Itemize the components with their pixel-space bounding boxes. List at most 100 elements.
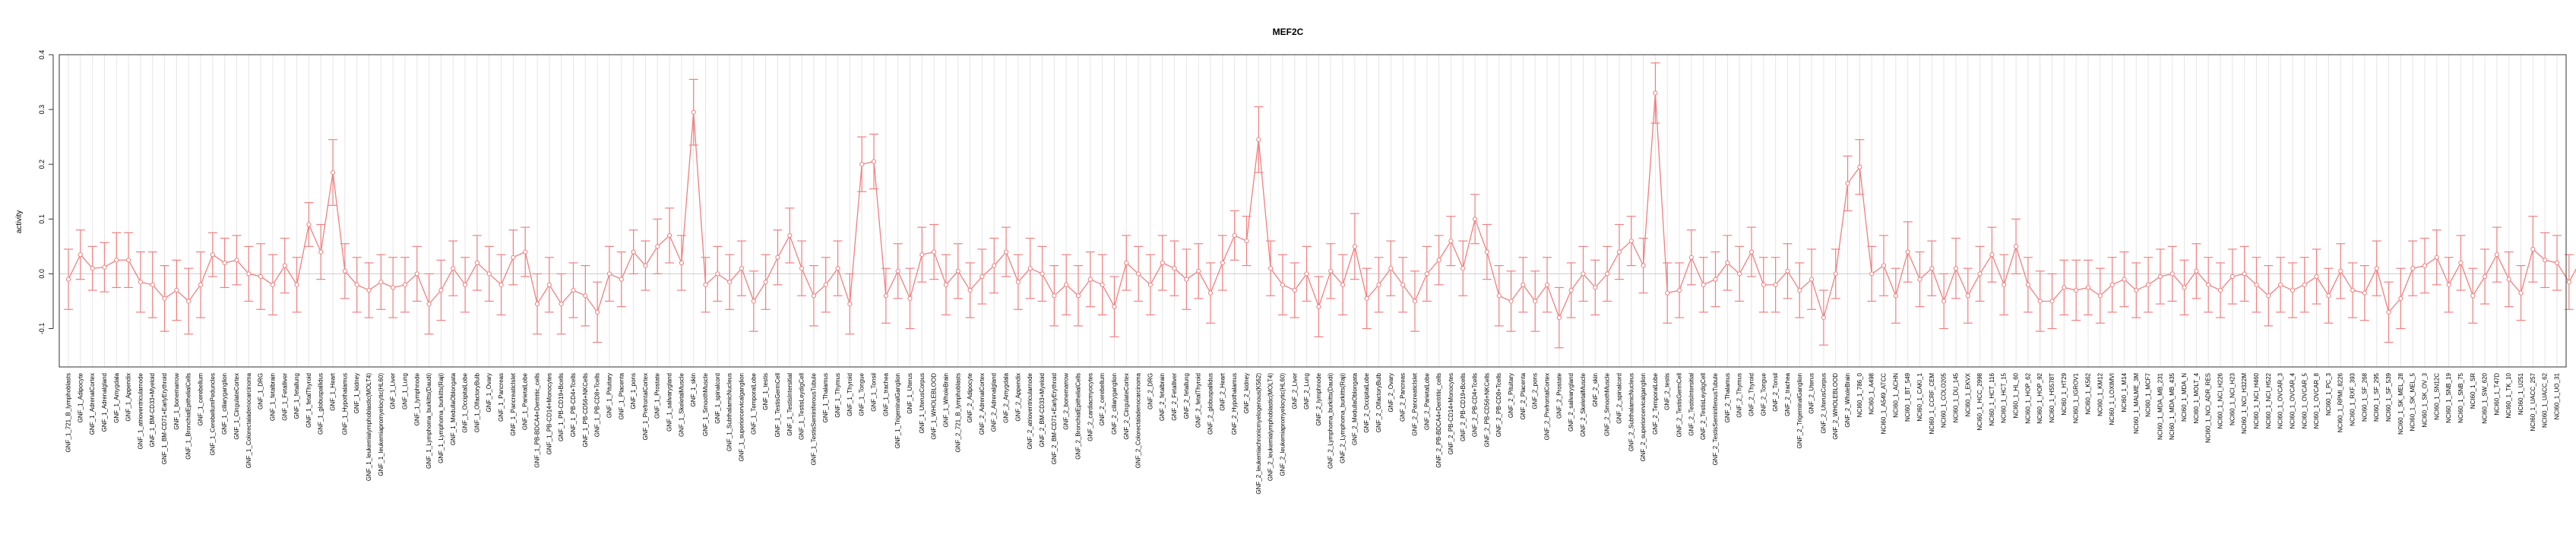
x-tick-label: GNF_2_cardiacmyocytes	[1087, 373, 1093, 441]
data-point	[162, 296, 167, 301]
x-tick-label: NCI60_1_K562	[2084, 372, 2091, 414]
data-point	[258, 274, 264, 280]
x-tick-label: GNF_2_Fetalliver	[1171, 373, 1178, 421]
data-point	[138, 280, 144, 285]
data-point	[1292, 287, 1297, 293]
x-tick-label: GNF_1_PB-BDCA4+Dentritic_cells	[534, 373, 541, 468]
data-point	[1232, 232, 1237, 239]
x-tick-label: GNF_1_superiorcervicalganglion	[738, 373, 745, 462]
data-point	[1869, 271, 1875, 277]
data-point	[571, 287, 576, 293]
data-point	[1112, 304, 1117, 309]
x-tick-label: NCI60_1_SN12C	[2433, 373, 2440, 420]
data-point	[1135, 271, 1141, 277]
data-point	[1400, 282, 1406, 287]
x-tick-label: NCI60_1_EKVX	[1964, 372, 1971, 416]
data-point	[811, 293, 817, 299]
data-point	[1905, 249, 1910, 255]
x-tick-label: GNF_1_WHOLEBLOOD	[931, 373, 938, 440]
data-point	[871, 159, 877, 164]
x-tick-label: GNF_2_MedullaOblongata	[1351, 372, 1358, 445]
x-tick-label: GNF_2_leukemiachronicmyelogenous(K562)	[1255, 373, 1262, 495]
x-tick-label: GNF_1_PB-CD19+Bcells	[558, 373, 565, 441]
plot-frame	[59, 54, 2567, 368]
data-point	[2470, 293, 2476, 299]
series-line-layer	[68, 93, 2576, 320]
x-tick-label: GNF_2_Prostate	[1555, 372, 1562, 419]
data-point	[2109, 282, 2115, 287]
data-point	[1605, 271, 1610, 277]
x-tick-label: GNF_1_salivarygland	[666, 373, 673, 432]
x-tick-label: GNF_2_globuspallidus	[1207, 373, 1214, 435]
data-point	[739, 266, 745, 271]
x-tick-label: GNF_2_salivarygland	[1568, 373, 1574, 432]
data-point	[1280, 282, 1286, 287]
x-tick-label: GNF_2_superiorcervicalganglion	[1640, 373, 1647, 462]
data-point	[1833, 271, 1838, 277]
x-tick-label: NCI60_1_TK_10	[2505, 372, 2512, 418]
x-tick-label: NCI60_1_SK_MEL_5	[2410, 372, 2416, 431]
x-tick-label: NCI60_1_SNB_19	[2445, 372, 2452, 422]
x-tick-label: GNF_1_Appendix	[125, 373, 132, 422]
data-point	[1628, 239, 1634, 244]
data-point	[1977, 271, 1983, 277]
data-point	[366, 287, 372, 293]
x-tick-label: NCI60_1_786_0	[1856, 372, 1863, 417]
x-tick-label: GNF_1_TestisSeminiferousTubule	[810, 372, 817, 465]
x-tick-label: NCI60_1_NCI_ADR_RES	[2205, 373, 2212, 443]
data-point	[619, 277, 624, 282]
data-point	[1244, 239, 1249, 244]
data-point	[606, 271, 612, 277]
x-tick-label: NCI60_1_OVCAR_8	[2313, 372, 2320, 428]
data-point	[354, 282, 359, 287]
data-point	[2458, 260, 2464, 266]
data-point	[1893, 293, 1898, 299]
x-tick-label: GNF_2_Lymphoma_burkitts(Daudi)	[1328, 373, 1334, 469]
data-point	[775, 255, 780, 260]
x-tick-label: GNF_2_Thymus	[1736, 373, 1743, 418]
data-point	[1941, 299, 1947, 304]
y-tick-label: 0.3	[38, 105, 46, 115]
data-point	[1665, 290, 1670, 296]
x-tick-label: NCI60_1_IGROV1	[2073, 372, 2080, 423]
data-point	[222, 260, 227, 266]
x-tick-label: GNF_1_trachea	[882, 372, 889, 416]
x-tick-label: NCI60_1_OVCAR_5	[2301, 372, 2308, 428]
x-tick-label: GNF_1_PB-CD8+Tcells	[594, 373, 601, 437]
x-tick-label: GNF_1_UterusCorpus	[919, 373, 926, 434]
x-tick-label: GNF_1_skin	[690, 373, 697, 406]
data-point	[65, 277, 71, 282]
x-tick-label: GNF_1_Amygdala	[113, 372, 120, 422]
x-tick-label: GNF_2_cerebellum	[1099, 373, 1106, 426]
x-tick-label: GNF_2_Tonsil	[1772, 373, 1779, 412]
x-tick-label: NCI60_1_SK_OV_3	[2421, 372, 2428, 427]
data-point	[2518, 290, 2524, 296]
data-point	[691, 109, 696, 115]
data-point	[391, 285, 396, 290]
x-tick-label: GNF_2_TestisSeminiferousTubule	[1712, 372, 1719, 465]
data-point	[2206, 282, 2211, 287]
data-point	[1364, 296, 1369, 301]
x-tick-label: GNF_2_spinalcord	[1616, 373, 1622, 424]
data-point	[1304, 271, 1309, 277]
data-point	[2169, 271, 2175, 277]
x-tick-label: GNF_2_BM-CD71+EarlyErythroid	[1051, 373, 1058, 464]
data-point	[270, 282, 276, 287]
data-point	[2085, 285, 2091, 290]
x-tick-label: GNF_2_SkeletalMuscle	[1580, 372, 1587, 437]
x-tick-label: NCI60_1_T47D	[2493, 373, 2500, 416]
x-tick-label: GNF_1_Ovary	[486, 373, 492, 413]
x-tick-label: NCI60_1_COLO205	[1941, 372, 1948, 428]
data-point	[1508, 299, 1514, 304]
x-tick-label: GNF_2_TrigeminalGanglion	[1796, 373, 1803, 448]
data-point	[595, 309, 600, 315]
x-tick-label: GNF_2_DRG	[1147, 373, 1154, 409]
x-tick-label: GNF_2_PB-CD4+Tcells	[1472, 373, 1479, 437]
x-tick-label: GNF_2_721_B_lymphoblasts	[954, 373, 961, 453]
data-point	[2157, 274, 2163, 280]
data-point	[2434, 255, 2439, 260]
x-tick-label: NCI60_1_HL_60	[2013, 372, 2020, 418]
data-point	[2002, 282, 2007, 287]
x-tick-label: GNF_1_leukemiapromyelocytic(HL60)	[378, 373, 385, 476]
